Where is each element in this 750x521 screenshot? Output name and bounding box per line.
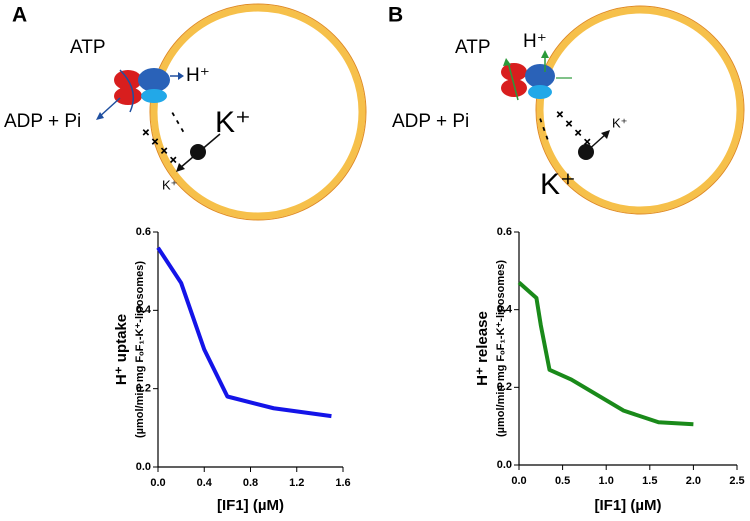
arrow [119,69,135,113]
arrowhead [176,163,185,172]
charge-label: - - - [165,107,191,136]
x-tick-label: 0.8 [243,477,258,489]
diagram-label: ATP [455,37,491,58]
fo-subunit [525,64,555,88]
diagram-label: ADP + Pi [4,111,81,132]
y-axis-label: H⁺ release [474,311,491,386]
y-axis-sublabel: (µmol/min·mg FₒF₁-K⁺-liposomes) [495,260,507,437]
y-tick-label: 0.4 [497,304,513,316]
arrowhead [178,72,184,80]
x-tick-label: 1.6 [335,477,350,489]
arrowhead [96,112,104,120]
diagram-label: H⁺ [523,31,547,52]
charge-label: - - - [533,115,557,143]
x-tick-label: 2.5 [729,475,744,487]
y-tick-label: 0.2 [136,383,151,395]
y-tick-label: 0.2 [497,381,512,393]
data-line [517,280,694,427]
x-tick-label: 1.2 [289,477,304,489]
arrow [179,133,221,169]
diagram-b: B ATP H⁺ ADP + Pi K⁺ K⁺ + + + + - - - [388,4,745,215]
y-tick-label: 0.6 [136,226,151,238]
y-tick-label: 0.0 [136,461,151,473]
x-tick-label: 1.5 [642,475,657,487]
diagram-a: A ATP H⁺ ADP + Pi K⁺ K⁺ + + + + - - - [4,3,367,221]
x-tick-label: 0.0 [511,475,526,487]
arrowhead [503,58,511,66]
panel-label: B [388,4,403,27]
arrow [585,133,607,153]
liposome [536,6,744,214]
diagram-label: K⁺ [162,177,178,192]
charge-label: + + + + [550,106,596,152]
x-axis-label: [IF1] (µM) [217,497,284,514]
y-tick-label: 0.4 [136,304,152,316]
diagram-label: K⁺ [612,115,628,130]
x-tick-label: 1.0 [599,475,614,487]
fo-subunit [138,68,170,92]
fo-subunit [141,89,167,103]
data-line [156,246,332,419]
diagram-label: ATP [70,37,106,58]
diagram-label: K⁺ [215,106,251,139]
liposome-edge [535,5,745,215]
fo-subunit [528,85,552,99]
diagram-label: K⁺ [540,168,576,201]
y-axis-sublabel: (µmol/min·mg FₒF₁-K⁺-liposomes) [134,261,146,438]
liposome [150,4,366,220]
diagram-label: H⁺ [186,65,210,86]
f1-subunit [501,79,527,97]
x-tick-label: 2.0 [686,475,701,487]
x-tick-label: 0.0 [150,477,165,489]
x-tick-label: 0.4 [197,477,213,489]
y-tick-label: 0.6 [497,226,512,238]
liposome-edge [149,3,367,221]
f1-subunit [114,87,142,105]
diagram-label: ADP + Pi [392,111,469,132]
y-tick-label: 0.0 [497,459,512,471]
x-axis-label: [IF1] (µM) [595,497,662,514]
y-axis-label: H⁺ uptake [113,314,130,385]
panel-label: A [12,4,27,27]
x-tick-label: 0.5 [555,475,570,487]
arrowhead [541,50,549,58]
arrowhead [601,130,610,139]
f1-subunit [501,63,527,81]
arrow [507,61,519,101]
